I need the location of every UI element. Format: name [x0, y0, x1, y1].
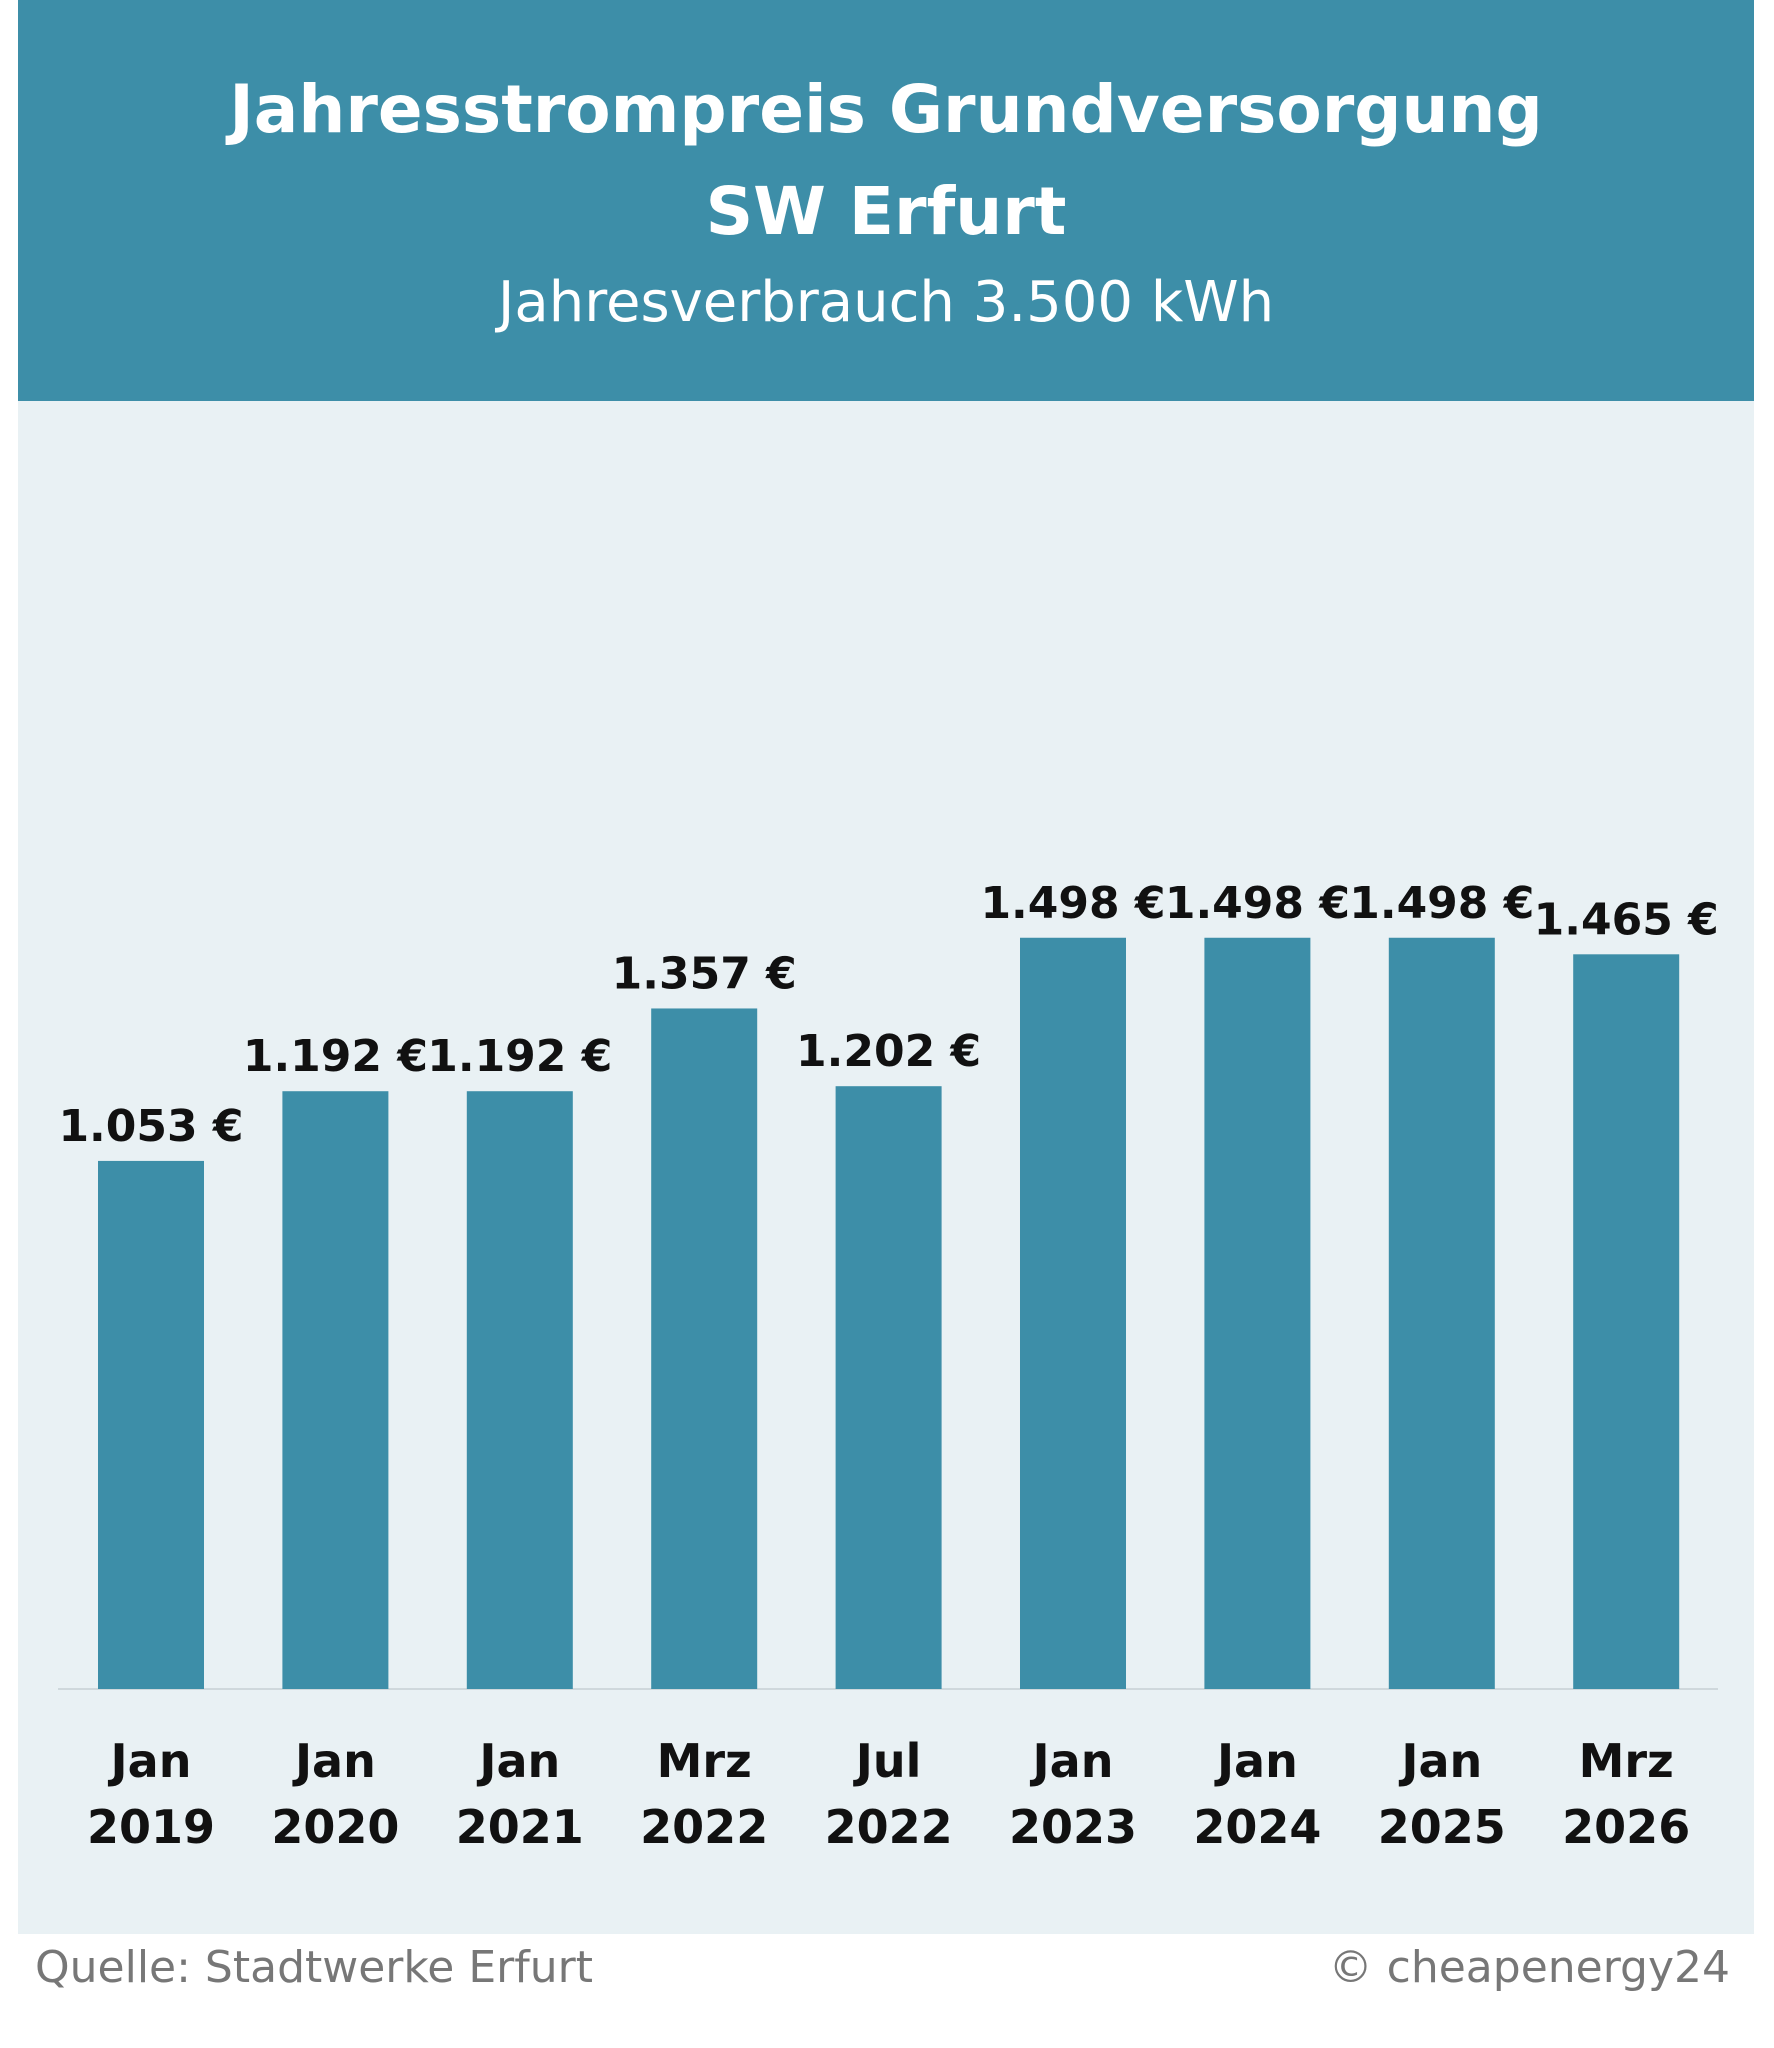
bar — [466, 1091, 573, 1689]
bar — [1388, 937, 1495, 1689]
credit: © cheapenergy24 — [1328, 1942, 1730, 1993]
x-tick-label: Jan 2019 — [86, 1734, 216, 1854]
value-label: 1.498 € — [980, 878, 1165, 929]
bar — [1204, 937, 1311, 1689]
bar — [1573, 954, 1680, 1689]
value-label: 1.465 € — [1534, 894, 1719, 945]
value-label: 1.192 € — [243, 1031, 428, 1082]
source: Quelle: Stadtwerke Erfurt — [35, 1942, 593, 1993]
chart-subtitle: Jahresverbrauch 3.500 kWh — [497, 270, 1275, 335]
x-tick-label: Jan 2020 — [271, 1734, 400, 1854]
value-label: 1.192 € — [427, 1031, 612, 1082]
x-tick-label: Jul 2022 — [824, 1734, 953, 1854]
bar — [1020, 937, 1126, 1689]
value-label: 1.498 € — [1349, 878, 1534, 929]
value-label: 1.053 € — [58, 1101, 243, 1152]
x-tick-label: Jan 2021 — [455, 1734, 584, 1854]
chart-title: SW Erfurt — [705, 173, 1067, 250]
bar — [98, 1160, 204, 1689]
header: Jahresstrompreis Grundversorgung SW Erfu… — [18, 0, 1754, 401]
value-label: 1.498 € — [1165, 878, 1350, 929]
x-tick-label: Jan 2024 — [1193, 1734, 1322, 1854]
value-label: 1.202 € — [796, 1026, 981, 1077]
x-tick-label: Jan 2023 — [1008, 1734, 1138, 1854]
bar — [282, 1091, 389, 1689]
value-label: 1.357 € — [612, 948, 797, 999]
bar — [835, 1086, 942, 1689]
x-tick-label: Mrz 2022 — [640, 1734, 769, 1854]
x-tick-label: Jan 2025 — [1377, 1734, 1506, 1854]
x-tick-label: Mrz 2026 — [1562, 1734, 1691, 1854]
bar — [651, 1008, 758, 1689]
chart-title: Jahresstrompreis Grundversorgung — [229, 71, 1543, 148]
